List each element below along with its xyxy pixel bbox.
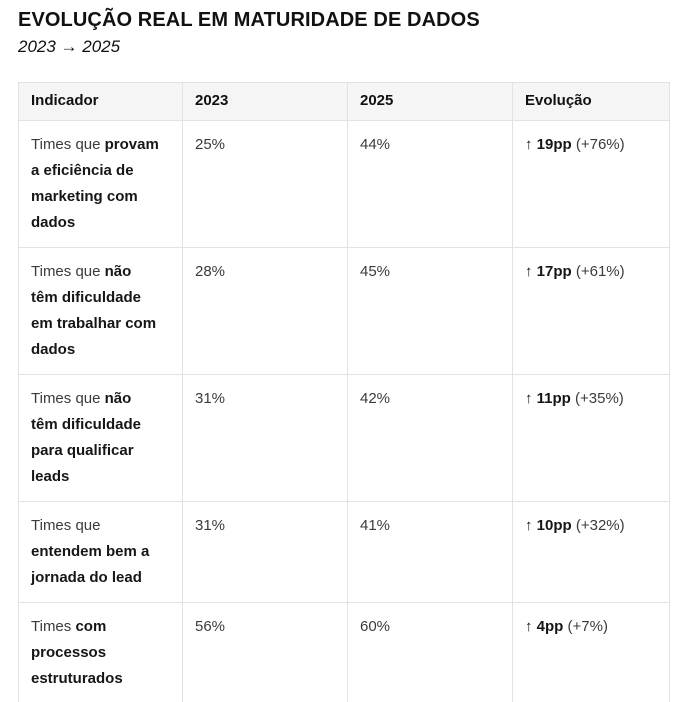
- table-row: Times que provam a eficiência de marketi…: [18, 120, 670, 248]
- evolution-cell: ↑ 10pp (+32%): [512, 501, 670, 603]
- value-2025-cell: 44%: [347, 120, 513, 248]
- value-2023-cell: 25%: [182, 120, 348, 248]
- evolution-percent: (+61%): [571, 263, 625, 280]
- value-2023-cell: 31%: [182, 501, 348, 603]
- evolution-cell: ↑ 17pp (+61%): [512, 247, 670, 375]
- indicator-cell: Times com processos estruturados: [18, 602, 183, 702]
- value-2025-cell: 42%: [347, 374, 513, 502]
- value-2025-cell: 41%: [347, 501, 513, 603]
- evolution-percent: (+76%): [571, 136, 625, 153]
- value-2023-cell: 31%: [182, 374, 348, 502]
- indicator-text: Times que: [31, 136, 105, 153]
- value-2023-cell: 56%: [182, 602, 348, 702]
- indicator-bold-text: com processos estruturados: [31, 618, 123, 687]
- evolution-cell: ↑ 19pp (+76%): [512, 120, 670, 248]
- indicator-text: Times que: [31, 517, 101, 534]
- evolution-cell: ↑ 4pp (+7%): [512, 602, 670, 702]
- evolution-delta: ↑ 4pp: [525, 618, 564, 635]
- indicator-cell: Times que não têm dificuldade em trabalh…: [18, 247, 183, 375]
- table-row: Times que não têm dificuldade para quali…: [18, 374, 670, 502]
- maturity-table: Indicador 2023 2025 Evolução Times que p…: [18, 82, 670, 702]
- indicator-text: Times: [31, 618, 76, 635]
- evolution-delta: ↑ 11pp: [525, 390, 571, 407]
- column-header-2025: 2025: [347, 82, 513, 121]
- page-subtitle: 2023 → 2025: [18, 37, 121, 56]
- evolution-delta: ↑ 17pp: [525, 263, 572, 280]
- evolution-cell: ↑ 11pp (+35%): [512, 374, 670, 502]
- evolution-percent: (+32%): [571, 517, 625, 534]
- indicator-cell: Times que provam a eficiência de marketi…: [18, 120, 183, 248]
- value-2025-cell: 60%: [347, 602, 513, 702]
- evolution-delta: ↑ 10pp: [525, 517, 572, 534]
- indicator-cell: Times que entendem bem a jornada do lead: [18, 501, 183, 603]
- indicator-cell: Times que não têm dificuldade para quali…: [18, 374, 183, 502]
- value-2025-cell: 45%: [347, 247, 513, 375]
- value-2023-cell: 28%: [182, 247, 348, 375]
- indicator-bold-text: não têm dificuldade para qualificar lead…: [31, 390, 142, 485]
- evolution-percent: (+35%): [570, 390, 624, 407]
- indicator-bold-text: provam a eficiência de marketing com dad…: [31, 136, 159, 231]
- table-row: Times que entendem bem a jornada do lead…: [18, 501, 670, 603]
- table-row: Times com processos estruturados 56% 60%…: [18, 602, 670, 702]
- column-header-evolucao: Evolução: [512, 82, 670, 121]
- evolution-percent: (+7%): [563, 618, 608, 635]
- column-header-2023: 2023: [182, 82, 348, 121]
- table-header-row: Indicador 2023 2025 Evolução: [18, 82, 670, 121]
- column-header-indicador: Indicador: [18, 82, 183, 121]
- indicator-text: Times que: [31, 390, 105, 407]
- indicator-text: Times que: [31, 263, 105, 280]
- table-row: Times que não têm dificuldade em trabalh…: [18, 247, 670, 375]
- indicator-bold-text: entendem bem a jornada do lead: [31, 543, 150, 586]
- indicator-bold-text: não têm dificuldade em trabalhar com dad…: [31, 263, 157, 358]
- evolution-delta: ↑ 19pp: [525, 136, 572, 153]
- page-title: EVOLUÇÃO REAL EM MATURIDADE DE DADOS: [18, 9, 480, 31]
